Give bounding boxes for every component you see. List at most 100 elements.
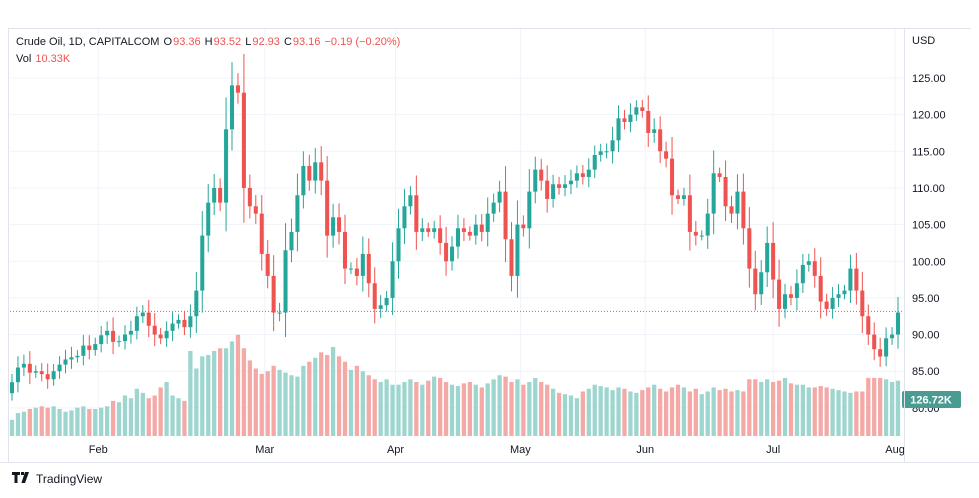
- candle-body: [824, 301, 829, 309]
- volume-bar: [586, 388, 591, 436]
- candle-body: [521, 224, 526, 229]
- volume-bar: [253, 368, 258, 436]
- brand-name: TradingView: [36, 472, 103, 486]
- volume-bar: [212, 350, 217, 436]
- time-tick-label: Jul: [766, 444, 780, 456]
- candle-body: [818, 275, 823, 302]
- volume-bar: [164, 382, 169, 436]
- candle-body: [646, 110, 651, 133]
- candle-body: [27, 363, 32, 373]
- candle-body: [331, 217, 336, 236]
- volume-bar: [604, 387, 609, 436]
- volume-bar: [128, 398, 134, 436]
- volume-bar: [640, 390, 645, 436]
- volume-bar: [723, 388, 728, 436]
- volume-bar: [782, 377, 788, 436]
- candle-body: [735, 191, 740, 214]
- candle-body: [414, 195, 419, 232]
- price-tick-label: 105.00: [912, 220, 946, 232]
- candle-body: [884, 338, 889, 357]
- volume-bar: [443, 382, 449, 436]
- volume-bar: [223, 348, 229, 436]
- volume-bar: [473, 384, 478, 436]
- open-label: O: [163, 36, 173, 48]
- price-candles: [9, 54, 901, 401]
- volume-value: 10.33K: [35, 53, 71, 65]
- candle-body: [75, 355, 80, 358]
- volume-bar: [634, 392, 639, 436]
- volume-bar: [503, 376, 508, 436]
- candle-body: [895, 312, 901, 335]
- candle-body: [444, 242, 449, 262]
- volume-bar: [765, 379, 770, 436]
- volume-legend[interactable]: Vol 10.33K: [16, 53, 71, 65]
- candle-body: [360, 253, 365, 276]
- time-tick-label: Feb: [89, 444, 108, 456]
- volume-bar: [354, 365, 360, 436]
- candle-body: [747, 228, 752, 269]
- volume-bar: [110, 400, 116, 436]
- candle-body: [574, 173, 579, 181]
- tradingview-brand[interactable]: TradingView: [12, 472, 102, 486]
- volume-bar: [21, 411, 27, 436]
- volume-bar: [598, 386, 603, 436]
- volume-bar: [883, 379, 889, 436]
- volume-bar: [830, 388, 835, 436]
- candle-body: [265, 253, 270, 276]
- volume-bar: [658, 388, 663, 436]
- volume-bar: [527, 382, 532, 436]
- candle-body: [860, 290, 865, 317]
- volume-bar: [574, 398, 580, 436]
- volume-bar: [699, 394, 704, 436]
- candle-body: [372, 283, 377, 309]
- candle-body: [652, 129, 657, 133]
- volume-bar: [556, 392, 562, 436]
- candle-body: [420, 228, 425, 232]
- candle-body: [229, 85, 235, 130]
- candle-body: [455, 228, 460, 247]
- candle-body: [87, 345, 92, 350]
- price-axis[interactable]: 125.00 120.00 115.00 110.00 105.00 100.00 95.0…: [912, 73, 946, 415]
- volume-bar: [824, 387, 829, 436]
- volume-bar: [842, 391, 847, 436]
- volume-bar: [860, 391, 865, 436]
- volume-bar: [437, 377, 443, 436]
- volume-bar: [669, 387, 675, 436]
- candle-body: [664, 151, 669, 159]
- candle-body: [782, 294, 788, 309]
- candle-body: [390, 261, 395, 298]
- volume-bar: [259, 373, 264, 436]
- volume-bar: [99, 407, 104, 436]
- candle-body: [509, 239, 514, 276]
- candle-body: [497, 191, 502, 203]
- volume-bar: [562, 394, 568, 436]
- candle-body: [640, 107, 645, 111]
- volume-bar: [348, 369, 354, 436]
- candle-body: [878, 349, 883, 357]
- volume-badge-text: 126.72K: [910, 395, 952, 407]
- candle-body: [568, 180, 573, 185]
- volume-bar: [580, 391, 585, 436]
- volume-bar: [467, 382, 473, 436]
- symbol-legend[interactable]: Crude Oil, 1D, CAPITALCOM O93.36 H93.52 …: [16, 36, 401, 48]
- volume-bar: [170, 395, 175, 436]
- time-axis[interactable]: Feb Mar Apr May Jun Jul Aug: [89, 444, 905, 456]
- candle-body: [753, 268, 758, 295]
- candle-body: [866, 316, 871, 335]
- candle-body: [342, 231, 348, 269]
- candle-body: [854, 268, 859, 291]
- candle-body: [515, 224, 520, 276]
- candle-body: [51, 371, 56, 380]
- candle-body: [128, 330, 133, 335]
- volume-bar: [509, 382, 514, 436]
- candle-body: [812, 261, 817, 276]
- candle-body: [592, 154, 597, 170]
- volume-bar: [402, 382, 407, 436]
- candle-body: [158, 334, 163, 339]
- volume-bar: [241, 348, 247, 436]
- price-tick-label: 95.00: [912, 293, 940, 305]
- candle-body: [527, 191, 532, 229]
- volume-bar: [806, 387, 811, 436]
- candle-body: [9, 382, 15, 394]
